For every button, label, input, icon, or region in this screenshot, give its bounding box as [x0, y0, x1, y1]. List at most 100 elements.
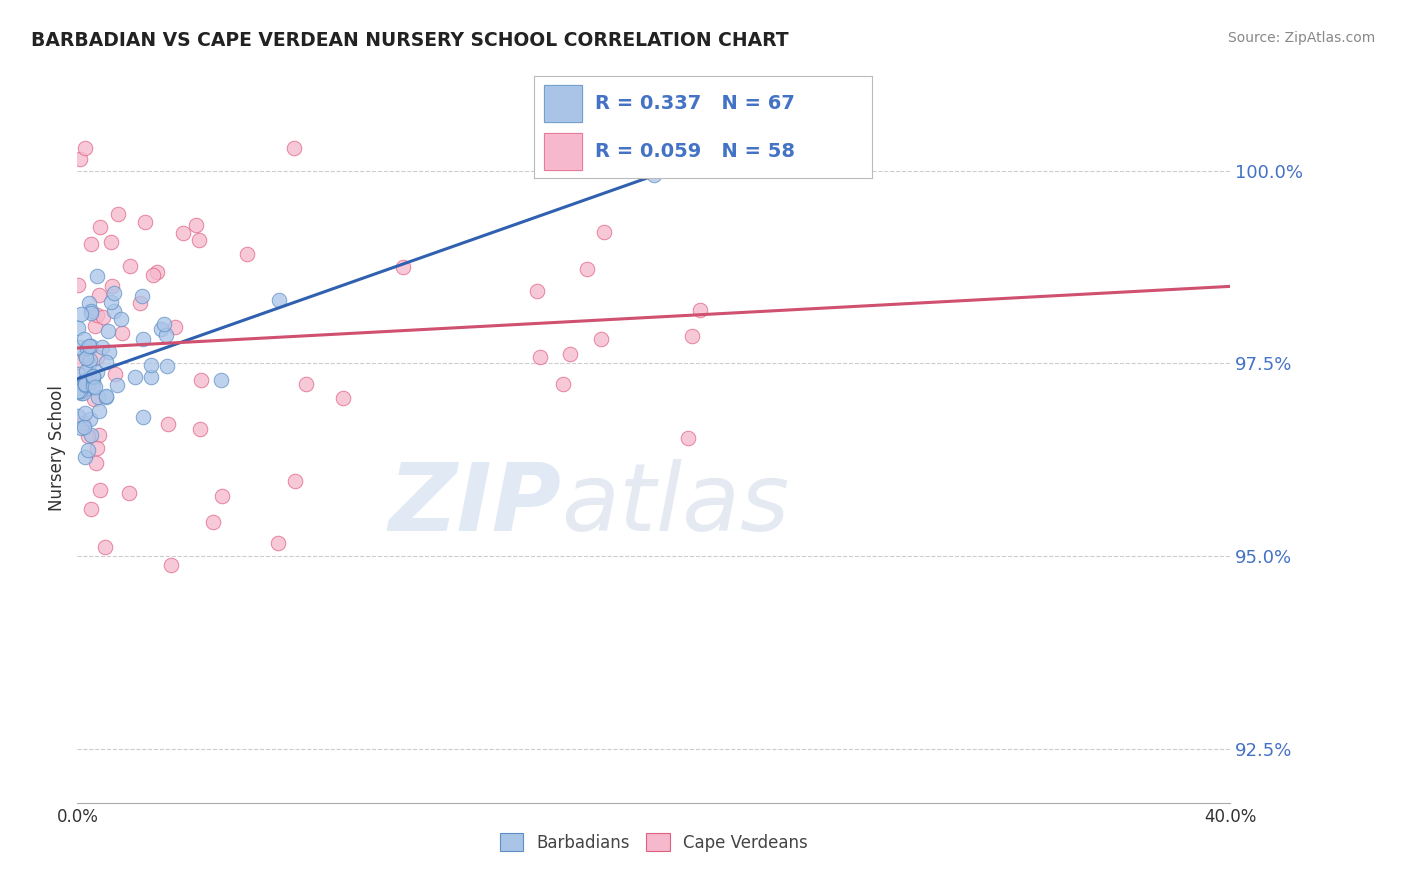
Point	[103, 367, 125, 381]
Point	[86, 350, 108, 364]
Point	[643, 168, 665, 182]
Point	[155, 327, 177, 342]
Point	[91, 340, 114, 354]
Point	[70, 421, 93, 435]
Point	[86, 308, 108, 322]
Point	[294, 376, 316, 391]
Point	[86, 366, 108, 380]
Point	[76, 381, 98, 395]
Point	[110, 311, 132, 326]
Point	[80, 427, 103, 442]
Point	[118, 486, 141, 500]
Point	[67, 409, 90, 424]
Point	[75, 406, 97, 420]
Point	[69, 153, 91, 167]
Point	[150, 322, 173, 336]
Point	[76, 341, 98, 355]
Point	[77, 357, 100, 371]
Point	[392, 260, 415, 274]
Point	[129, 296, 152, 310]
Point	[66, 278, 89, 293]
Point	[86, 456, 108, 470]
Point	[267, 536, 290, 550]
Point	[80, 339, 103, 353]
Point	[146, 265, 169, 279]
Point	[211, 489, 233, 503]
Bar	[544, 133, 582, 170]
Point	[83, 392, 105, 406]
Point	[79, 411, 101, 425]
Point	[70, 386, 93, 401]
Point	[76, 373, 98, 387]
Point	[156, 359, 179, 374]
Point	[187, 233, 209, 247]
Point	[72, 416, 94, 430]
Point	[73, 377, 96, 392]
Point	[73, 140, 96, 154]
Point	[77, 339, 100, 353]
Point	[551, 376, 574, 391]
Point	[124, 369, 146, 384]
Point	[103, 304, 125, 318]
Point	[87, 288, 110, 302]
Point	[159, 558, 181, 572]
Point	[75, 351, 97, 365]
Point	[141, 370, 163, 384]
Point	[96, 355, 118, 369]
Point	[111, 326, 134, 340]
Point	[79, 353, 101, 368]
Point	[86, 268, 108, 283]
Point	[82, 375, 104, 389]
Point	[69, 384, 91, 398]
Point	[131, 288, 153, 302]
Bar	[544, 133, 582, 170]
Point	[681, 329, 703, 343]
Text: ZIP: ZIP	[388, 459, 561, 551]
Point	[75, 364, 97, 378]
Point	[98, 344, 121, 359]
Point	[142, 268, 165, 283]
Point	[132, 409, 155, 424]
Point	[153, 318, 174, 332]
Text: atlas: atlas	[561, 459, 790, 550]
Point	[100, 278, 122, 293]
Text: Source: ZipAtlas.com: Source: ZipAtlas.com	[1227, 31, 1375, 45]
Point	[575, 262, 598, 277]
Point	[73, 450, 96, 464]
Point	[89, 219, 111, 234]
Point	[97, 324, 120, 338]
Point	[77, 428, 100, 442]
Point	[75, 348, 97, 362]
Point	[676, 431, 699, 445]
Point	[80, 237, 103, 252]
Point	[89, 483, 111, 497]
Point	[96, 389, 118, 403]
Point	[91, 310, 114, 325]
Point	[80, 303, 103, 318]
Point	[105, 378, 128, 392]
Point	[84, 380, 107, 394]
Point	[94, 540, 117, 554]
Point	[80, 501, 103, 516]
Point	[172, 226, 194, 240]
Point	[107, 207, 129, 221]
Point	[72, 376, 94, 390]
Point	[87, 390, 110, 404]
Point	[131, 332, 153, 346]
Point	[75, 378, 97, 392]
Point	[67, 321, 90, 335]
Point	[103, 286, 125, 301]
Point	[82, 379, 104, 393]
Point	[591, 332, 613, 346]
Point	[87, 427, 110, 442]
Bar	[544, 85, 582, 122]
Point	[283, 475, 305, 489]
Point	[94, 391, 117, 405]
Point	[80, 306, 103, 320]
Point	[73, 373, 96, 387]
Point	[165, 320, 187, 334]
Point	[529, 351, 551, 365]
Text: R = 0.337   N = 67: R = 0.337 N = 67	[595, 94, 794, 113]
Point	[141, 358, 163, 372]
Point	[100, 235, 122, 250]
